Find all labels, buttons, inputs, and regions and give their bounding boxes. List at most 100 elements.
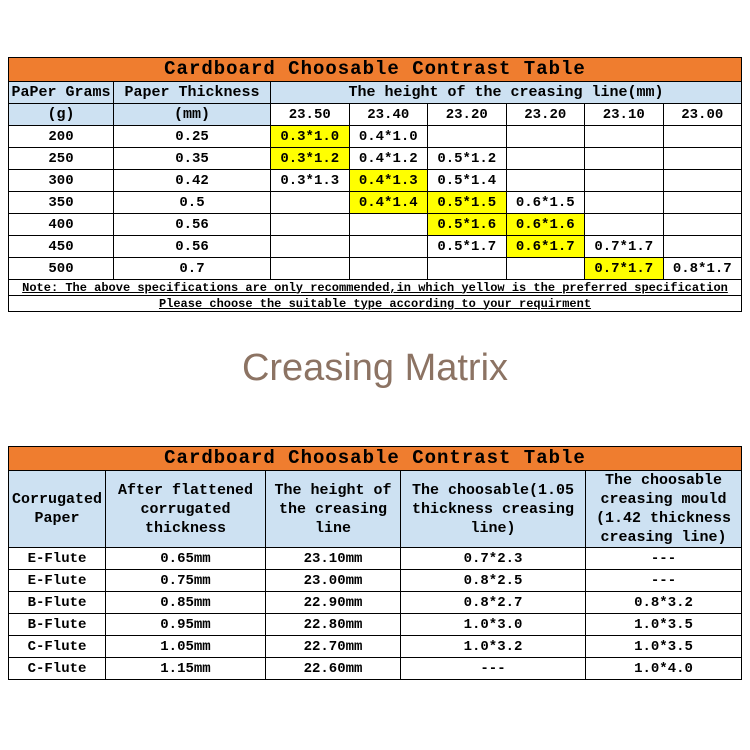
paper-thickness-cell: 0.7	[113, 257, 271, 280]
creasing-size-cell	[505, 125, 585, 148]
table2-row: B-Flute 0.95mm 22.80mm 1.0*3.0 1.0*3.5	[8, 613, 742, 636]
creasing-size-cell	[662, 125, 742, 148]
table2-cell: 0.7*2.3	[400, 547, 586, 570]
table1-note-1: Note: The above specifications are only …	[8, 279, 742, 296]
cardboard-contrast-table-2: Cardboard Choosable Contrast Table Corru…	[8, 446, 742, 680]
creasing-size-cell: 0.4*1.2	[348, 147, 428, 170]
paper-thickness-cell: 0.56	[113, 213, 271, 236]
table2-cell: E-Flute	[8, 547, 106, 570]
creasing-size-cell: 0.6*1.7	[505, 235, 585, 258]
table2-cell: 22.70mm	[265, 635, 401, 658]
creasing-size-cell	[662, 235, 742, 258]
paper-grams-header: PaPer Grams	[8, 81, 114, 104]
thickness-unit-header: (mm)	[113, 103, 271, 126]
paper-thickness-cell: 0.42	[113, 169, 271, 192]
creasing-size-cell	[270, 235, 350, 258]
table2-cell: 0.65mm	[105, 547, 266, 570]
table1-row: 350 0.5 0.4*1.4 0.5*1.5 0.6*1.5	[8, 191, 742, 214]
creasing-size-cell	[505, 147, 585, 170]
table1-row: 300 0.42 0.3*1.3 0.4*1.3 0.5*1.4	[8, 169, 742, 192]
table2-row: C-Flute 1.05mm 22.70mm 1.0*3.2 1.0*3.5	[8, 635, 742, 658]
paper-grams-cell: 450	[8, 235, 114, 258]
table2-cell: 22.60mm	[265, 657, 401, 680]
cardboard-contrast-table-1: Cardboard Choosable Contrast Table PaPer…	[8, 57, 742, 312]
table2-column-header: The height of the creasing line	[265, 470, 401, 548]
table2-row: E-Flute 0.65mm 23.10mm 0.7*2.3 ---	[8, 547, 742, 570]
table2-cell: 22.90mm	[265, 591, 401, 614]
table2-cell: 1.0*4.0	[585, 657, 742, 680]
table2-cell: 1.0*3.0	[400, 613, 586, 636]
table2-cell: 0.95mm	[105, 613, 266, 636]
paper-grams-cell: 250	[8, 147, 114, 170]
table2-cell: B-Flute	[8, 613, 106, 636]
creasing-size-cell	[348, 257, 428, 280]
creasing-size-cell: 0.4*1.0	[348, 125, 428, 148]
table2-column-header: The choosable(1.05 thickness creasing li…	[400, 470, 586, 548]
paper-thickness-header: Paper Thickness	[113, 81, 271, 104]
paper-thickness-cell: 0.25	[113, 125, 271, 148]
table2-cell: 23.00mm	[265, 569, 401, 592]
table2-cell: B-Flute	[8, 591, 106, 614]
table2-cell: 0.8*2.5	[400, 569, 586, 592]
table2-column-header: After flattened corrugated thickness	[105, 470, 266, 548]
creasing-size-cell	[662, 169, 742, 192]
paper-grams-cell: 300	[8, 169, 114, 192]
table2-cell: 0.8*2.7	[400, 591, 586, 614]
creasing-size-cell: 0.5*1.2	[427, 147, 507, 170]
table2-cell: 0.75mm	[105, 569, 266, 592]
table2-row: C-Flute 1.15mm 22.60mm --- 1.0*4.0	[8, 657, 742, 680]
creasing-size-cell: 0.6*1.6	[505, 213, 585, 236]
table2-cell: 1.15mm	[105, 657, 266, 680]
creasing-size-cell: 0.3*1.3	[270, 169, 350, 192]
creasing-size-cell	[270, 191, 350, 214]
table1-header-row: PaPer Grams Paper Thickness The height o…	[8, 81, 742, 104]
table1-row: 200 0.25 0.3*1.0 0.4*1.0	[8, 125, 742, 148]
creasing-size-cell	[348, 213, 428, 236]
height-column-header: 23.40	[348, 103, 428, 126]
table1-body: 200 0.25 0.3*1.0 0.4*1.0 250 0.35 0.3*1.2 0.4*1…	[8, 125, 742, 280]
creasing-size-cell: 0.5*1.5	[427, 191, 507, 214]
creasing-size-cell	[662, 213, 742, 236]
table2-cell: C-Flute	[8, 635, 106, 658]
height-column-header: 23.50	[270, 103, 350, 126]
creasing-size-cell: 0.5*1.4	[427, 169, 507, 192]
paper-thickness-cell: 0.56	[113, 235, 271, 258]
table1-title: Cardboard Choosable Contrast Table	[8, 57, 742, 81]
creasing-size-cell: 0.4*1.3	[348, 169, 428, 192]
table1-subheader-row: (g) (mm) 23.50 23.40 23.20 23.20 23.10 23.00	[8, 103, 742, 126]
table2-header-row: Corrugated Paper After flattened corrugat…	[8, 470, 742, 548]
table2-row: E-Flute 0.75mm 23.00mm 0.8*2.5 ---	[8, 569, 742, 592]
table2-cell: C-Flute	[8, 657, 106, 680]
paper-grams-cell: 400	[8, 213, 114, 236]
creasing-size-cell	[584, 191, 664, 214]
creasing-size-cell: 0.3*1.2	[270, 147, 350, 170]
creasing-size-cell: 0.7*1.7	[584, 235, 664, 258]
table1-row: 400 0.56 0.5*1.6 0.6*1.6	[8, 213, 742, 236]
paper-grams-cell: 350	[8, 191, 114, 214]
paper-grams-cell: 500	[8, 257, 114, 280]
table2-title: Cardboard Choosable Contrast Table	[8, 446, 742, 470]
creasing-size-cell: 0.5*1.6	[427, 213, 507, 236]
creasing-size-cell	[584, 169, 664, 192]
table1-row: 500 0.7 0.7*1.7 0.8*1.7	[8, 257, 742, 280]
table2-body: E-Flute 0.65mm 23.10mm 0.7*2.3 --- E-Flute 0.7…	[8, 547, 742, 680]
table2-cell: E-Flute	[8, 569, 106, 592]
creasing-size-cell: 0.5*1.7	[427, 235, 507, 258]
height-column-header: 23.10	[584, 103, 664, 126]
table2-cell: 1.0*3.5	[585, 613, 742, 636]
creasing-size-cell: 0.3*1.0	[270, 125, 350, 148]
creasing-size-cell	[662, 191, 742, 214]
table2-cell: 23.10mm	[265, 547, 401, 570]
paper-thickness-cell: 0.35	[113, 147, 271, 170]
table1-note-row-1: Note: The above specifications are only …	[8, 279, 742, 296]
table2-cell: 22.80mm	[265, 613, 401, 636]
creasing-size-cell: 0.8*1.7	[662, 257, 742, 280]
table2-cell: ---	[585, 547, 742, 570]
creasing-size-cell	[427, 125, 507, 148]
creasing-size-cell	[584, 213, 664, 236]
table2-row: B-Flute 0.85mm 22.90mm 0.8*2.7 0.8*3.2	[8, 591, 742, 614]
creasing-size-cell	[270, 213, 350, 236]
table2-column-header: The choosable creasing mould (1.42 thick…	[585, 470, 742, 548]
table1-row: 450 0.56 0.5*1.7 0.6*1.7 0.7*1.7	[8, 235, 742, 258]
creasing-size-cell: 0.6*1.5	[505, 191, 585, 214]
